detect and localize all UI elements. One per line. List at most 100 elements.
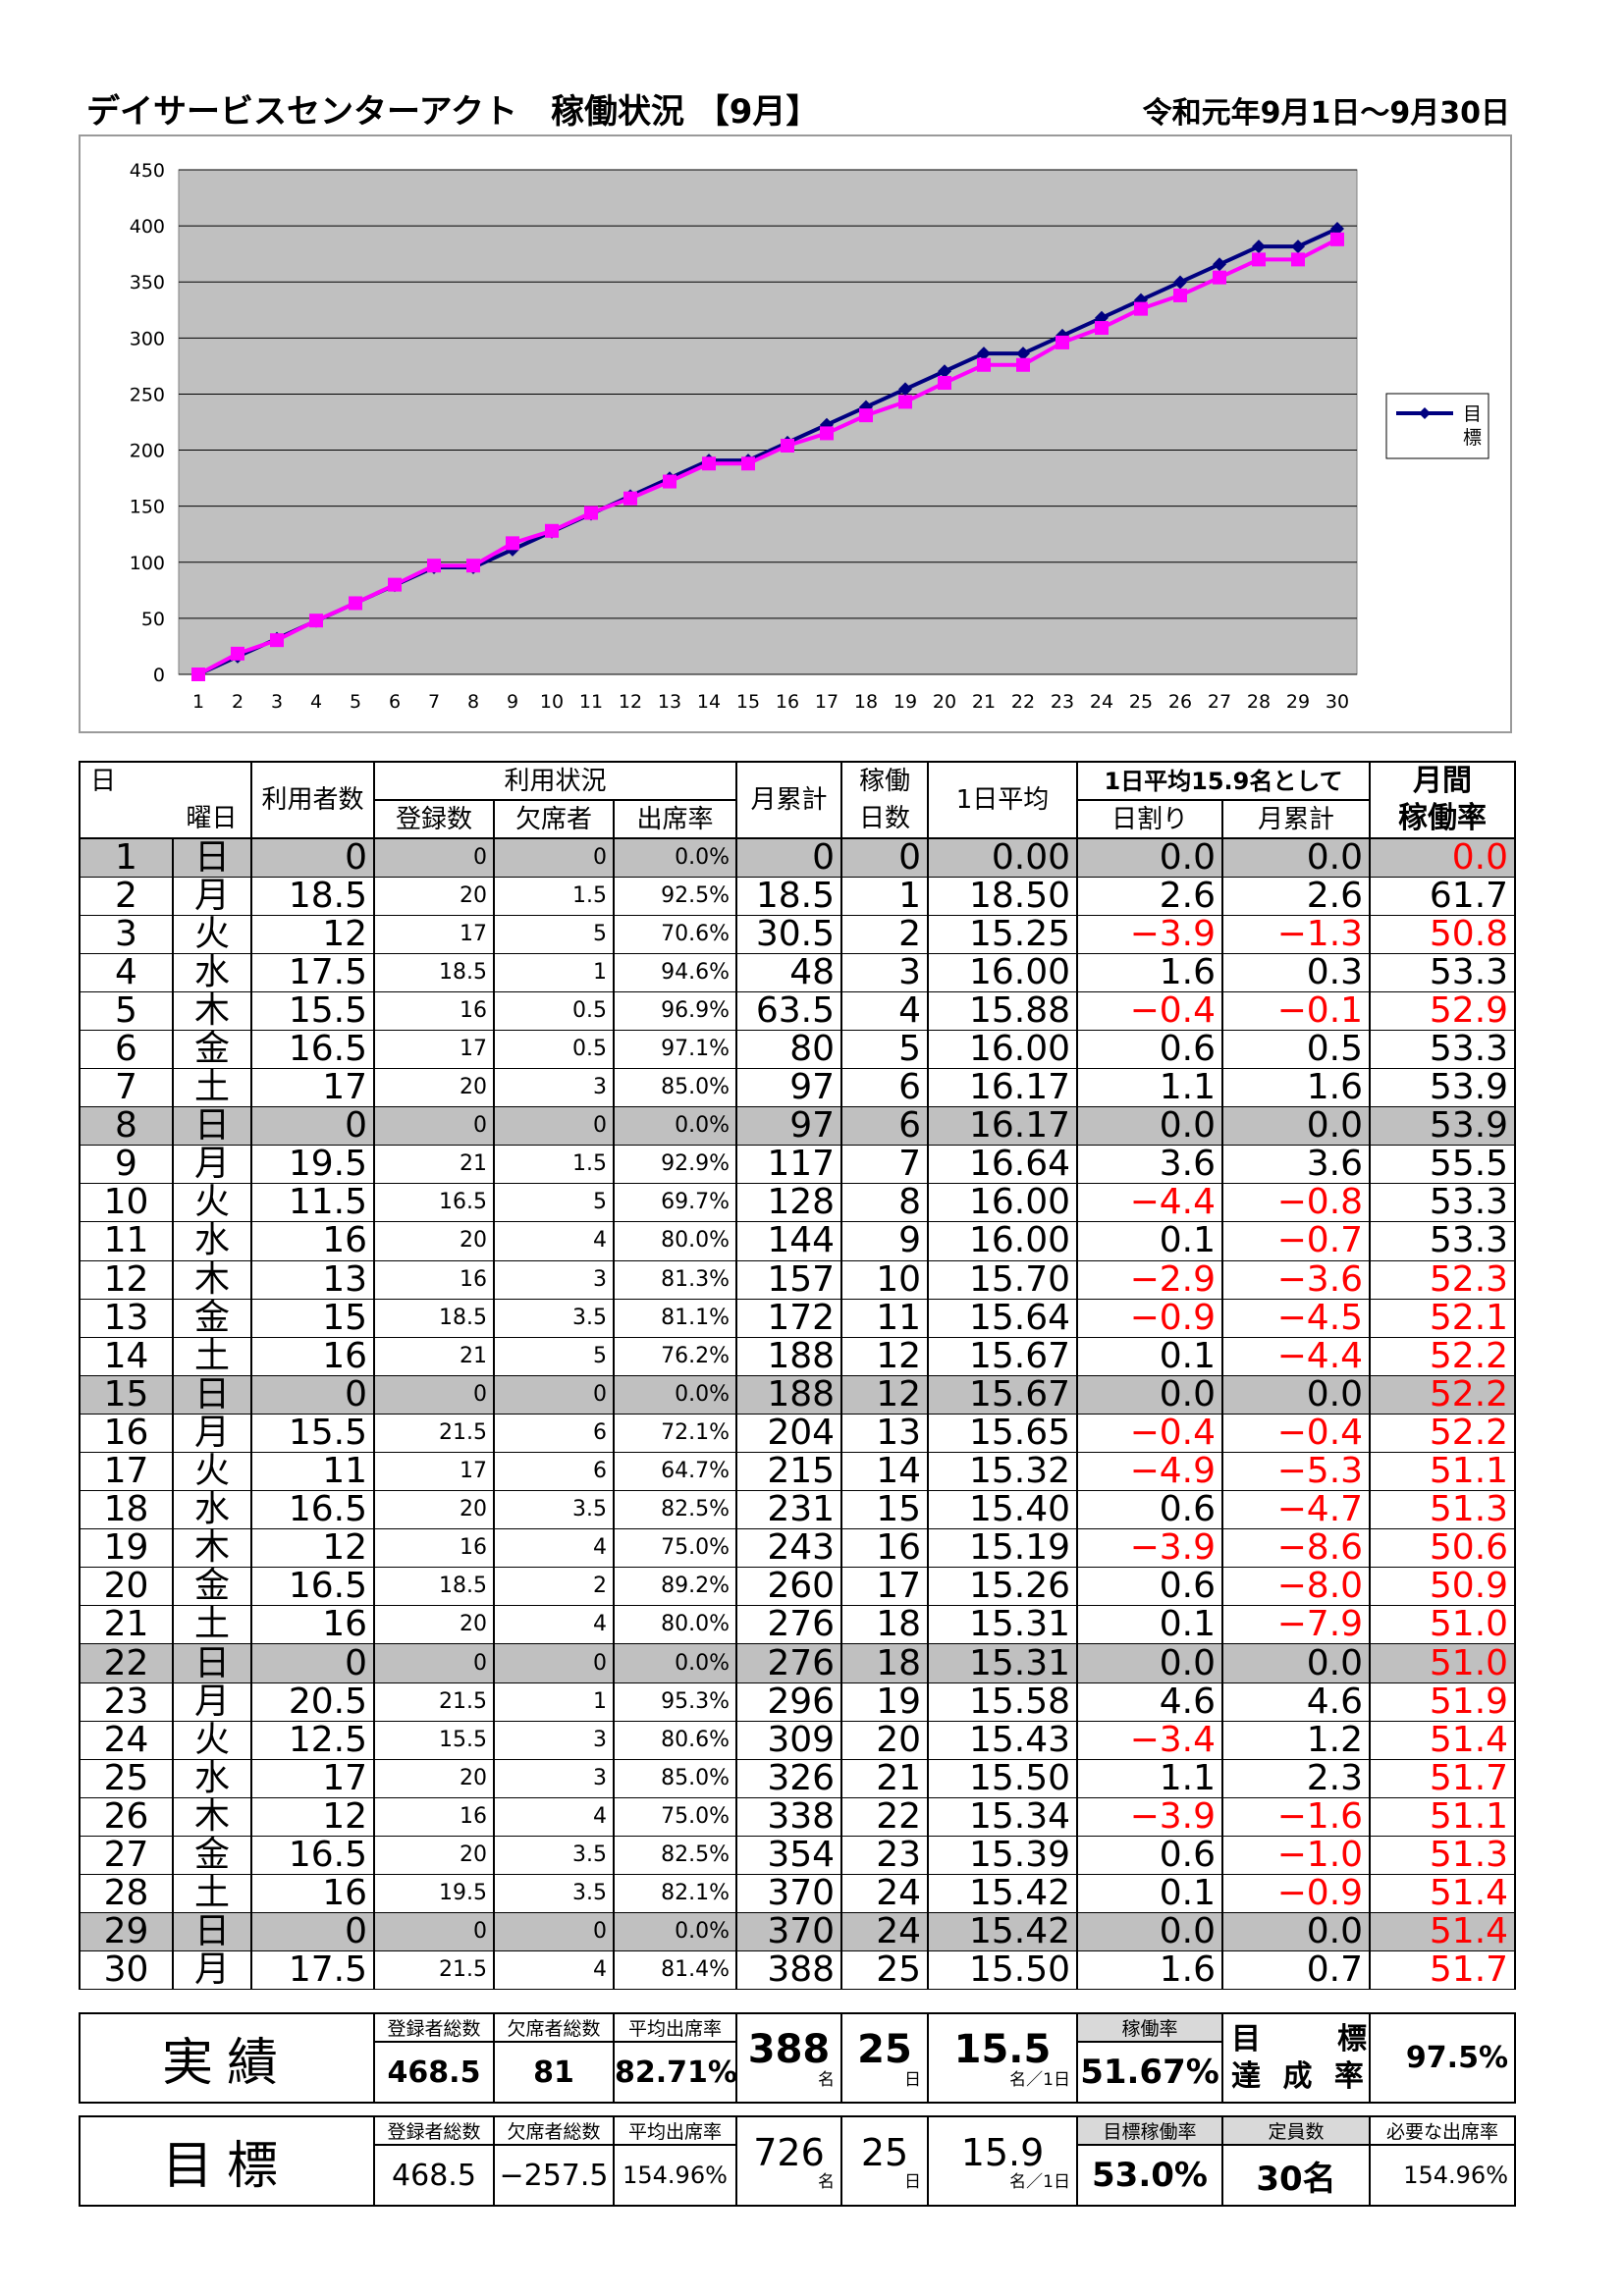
data-point: [1252, 240, 1266, 254]
actual-avg-unit: 名／1日: [1009, 2070, 1070, 2090]
users-cell: 15: [250, 1298, 375, 1338]
daily-share-cell: −3.9: [1076, 1796, 1224, 1837]
absent-cell: 3: [493, 1259, 615, 1300]
day-cell: 13: [79, 1298, 174, 1338]
data-point: [427, 559, 441, 573]
header-blank2: [79, 800, 173, 839]
target-avg: 15.9: [960, 2131, 1045, 2174]
actual-cum-unit: 名: [818, 2070, 835, 2090]
month-rate-cell: 53.9: [1369, 1068, 1517, 1108]
registered-cell: 16.5: [373, 1183, 495, 1223]
table-row: 29 日 0 0 0 0.0% 370 24 15.42 0.0 0.0 51.4: [79, 1912, 1517, 1952]
weekday-cell: 水: [172, 1221, 252, 1261]
cumulative-cell: 276: [735, 1605, 843, 1645]
day-cell: 17: [79, 1451, 174, 1492]
month-cum-cell: 4.6: [1221, 1682, 1372, 1722]
data-point: [1095, 321, 1109, 336]
registered-cell: 16: [373, 1259, 495, 1300]
target-days: 25: [860, 2131, 909, 2174]
attendance-cell: 69.7%: [612, 1183, 738, 1223]
weekday-cell: 土: [172, 1336, 252, 1376]
chart-frame: 0 50 100 150 200 250 300 350 400 450 1 2 3 4 5 6 7 8 9 10 11…: [79, 134, 1512, 733]
x-tick-label: 12: [619, 691, 642, 713]
month-rate-cell: 55.5: [1369, 1145, 1517, 1185]
table-row: 11 水 16 20 4 80.0% 144 9 16.00 0.1 −0.7 53.3: [79, 1221, 1517, 1261]
day-cell: 9: [79, 1145, 174, 1185]
working-days-cell: 15: [840, 1490, 930, 1530]
users-cell: 11: [250, 1451, 375, 1492]
x-tick-label: 22: [1011, 691, 1035, 713]
weekday-cell: 金: [172, 1029, 252, 1070]
users-cell: 19.5: [250, 1145, 375, 1185]
actual-days-cell: 25 日: [840, 2012, 929, 2104]
day-cell: 4: [79, 952, 174, 992]
actual-avg-cell: 15.5 名／1日: [927, 2012, 1078, 2104]
absent-cell: 3.5: [493, 1490, 615, 1530]
x-tick-label: 5: [350, 691, 361, 713]
absent-cell: 0: [493, 1912, 615, 1952]
actual-rate: 51.67%: [1076, 2041, 1223, 2104]
registered-cell: 0: [373, 1643, 495, 1683]
absent-cell: 1: [493, 1682, 615, 1722]
month-rate-cell: 0.0: [1369, 837, 1517, 878]
x-tick-label: 27: [1208, 691, 1231, 713]
daily-share-cell: 0.1: [1076, 1605, 1224, 1645]
month-cum-cell: −0.1: [1221, 990, 1372, 1031]
data-point: [349, 596, 362, 611]
absent-cell: 0.5: [493, 1029, 615, 1070]
attendance-cell: 70.6%: [612, 914, 738, 954]
users-cell: 12: [250, 914, 375, 954]
data-point: [898, 395, 912, 409]
y-tick-label: 200: [130, 441, 165, 462]
target-avg-att-header: 平均出席率: [613, 2115, 737, 2146]
registered-cell: 20: [373, 1758, 495, 1798]
weekday-cell: 月: [172, 876, 252, 916]
month-cum-cell: −0.8: [1221, 1183, 1372, 1223]
attendance-cell: 76.2%: [612, 1336, 738, 1376]
actual-abs-total: 81: [493, 2041, 615, 2104]
daily-share-cell: 0.6: [1076, 1567, 1224, 1607]
table-row: 6 金 16.5 17 0.5 97.1% 80 5 16.00 0.6 0.5 53.3: [79, 1029, 1517, 1070]
data-point: [1213, 257, 1226, 272]
day-cell: 2: [79, 876, 174, 916]
data-point: [898, 382, 912, 397]
table-row: 18 水 16.5 20 3.5 82.5% 231 15 15.40 0.6 −4.7 51.3: [79, 1490, 1517, 1530]
daily-share-cell: 0.6: [1076, 1490, 1224, 1530]
cumulative-cell: 338: [735, 1796, 843, 1837]
table-row: 14 土 16 21 5 76.2% 188 12 15.67 0.1 −4.4 52.2: [79, 1336, 1517, 1376]
daily-avg-cell: 15.50: [927, 1758, 1079, 1798]
registered-cell: 20: [373, 876, 495, 916]
absent-cell: 4: [493, 1605, 615, 1645]
month-cum-cell: 2.6: [1221, 876, 1372, 916]
registered-cell: 17: [373, 914, 495, 954]
cumulative-cell: 260: [735, 1567, 843, 1607]
cumulative-cell: 215: [735, 1451, 843, 1492]
working-days-cell: 22: [840, 1796, 930, 1837]
x-tick-label: 2: [232, 691, 244, 713]
day-cell: 27: [79, 1835, 174, 1876]
month-cum-cell: 1.6: [1221, 1068, 1372, 1108]
daily-avg-cell: 15.64: [927, 1298, 1079, 1338]
registered-cell: 0: [373, 1912, 495, 1952]
table-row: 24 火 12.5 15.5 3 80.6% 309 20 15.43 −3.4 1.2 51.4: [79, 1720, 1517, 1760]
weekday-cell: 木: [172, 1796, 252, 1837]
attendance-cell: 82.5%: [612, 1490, 738, 1530]
daily-share-cell: 0.1: [1076, 1221, 1224, 1261]
x-tick-label: 18: [854, 691, 878, 713]
x-tick-label: 6: [389, 691, 401, 713]
cumulative-cell: 172: [735, 1298, 843, 1338]
x-tick-label: 14: [697, 691, 721, 713]
day-cell: 22: [79, 1643, 174, 1683]
users-cell: 0: [250, 1912, 375, 1952]
daily-avg-cell: 15.31: [927, 1643, 1079, 1683]
data-point: [977, 347, 991, 361]
absent-cell: 0: [493, 1106, 615, 1147]
month-rate-cell: 51.1: [1369, 1796, 1517, 1837]
actual-abs-total-header: 欠席者総数: [493, 2012, 615, 2043]
plot-area: [178, 169, 1358, 675]
daily-share-cell: 1.6: [1076, 952, 1224, 992]
daily-avg-cell: 15.70: [927, 1259, 1079, 1300]
working-days-cell: 3: [840, 952, 930, 992]
data-point: [1330, 221, 1344, 236]
working-days-cell: 7: [840, 1145, 930, 1185]
